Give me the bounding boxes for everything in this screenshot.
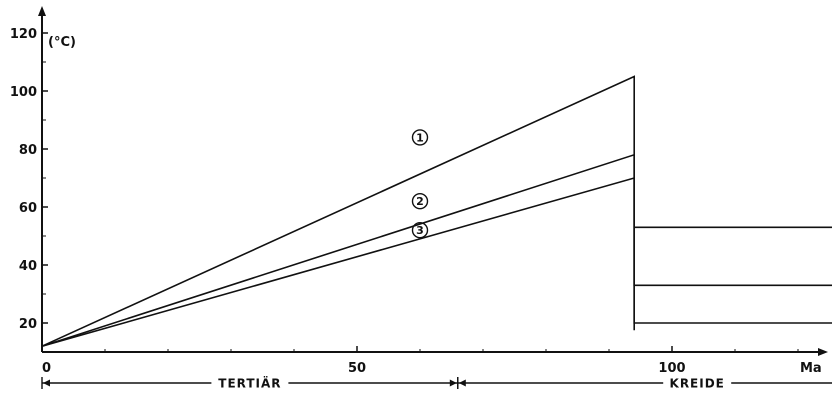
series-marker-1: 1 — [411, 129, 429, 146]
period-bar: TERTIÄRKREIDEJURATRIAS — [41, 376, 832, 391]
marker-text: 1 — [416, 131, 424, 144]
period-kreide: KREIDE — [457, 377, 832, 391]
y-tick-label: 60 — [19, 201, 37, 216]
series-marker-2: 2 — [411, 192, 429, 210]
marker-text: 3 — [416, 224, 424, 237]
y-tick-label: 80 — [19, 143, 37, 158]
x-axis-arrowhead — [818, 348, 828, 356]
x-tick-label: 50 — [348, 361, 366, 376]
period-arrow-right — [449, 379, 457, 387]
y-tick-label: 20 — [19, 317, 37, 332]
marker-circle — [411, 129, 429, 146]
series-line-3 — [41, 176, 832, 347]
series-marker-3: 3 — [411, 221, 429, 239]
ticks: 05010015020025020406080100120 — [10, 27, 799, 376]
series-line-1 — [41, 75, 832, 347]
period-arrow-left — [43, 379, 50, 387]
period-label: KREIDE — [670, 377, 725, 391]
marker-circle — [411, 192, 429, 210]
y-tick-label: 100 — [10, 85, 37, 100]
series-line-2 — [41, 153, 832, 347]
period-tertiär: TERTIÄR — [41, 376, 459, 391]
series-markers: 123123 — [411, 129, 429, 239]
y-tick-label: 40 — [19, 259, 37, 274]
axes: (°C) Ma — [38, 6, 828, 376]
x-tick-label: 100 — [658, 361, 685, 376]
period-arrow-left — [458, 379, 466, 387]
marker-text: 2 — [416, 195, 424, 208]
y-tick-label: 120 — [10, 27, 37, 42]
x-tick-label: 0 — [42, 361, 51, 376]
x-axis-unit-label: Ma — [800, 361, 822, 376]
y-axis-arrowhead — [38, 6, 46, 16]
series — [41, 75, 832, 347]
y-axis-label: (°C) — [48, 35, 76, 50]
period-label: TERTIÄR — [218, 376, 281, 391]
marker-circle — [411, 221, 429, 239]
